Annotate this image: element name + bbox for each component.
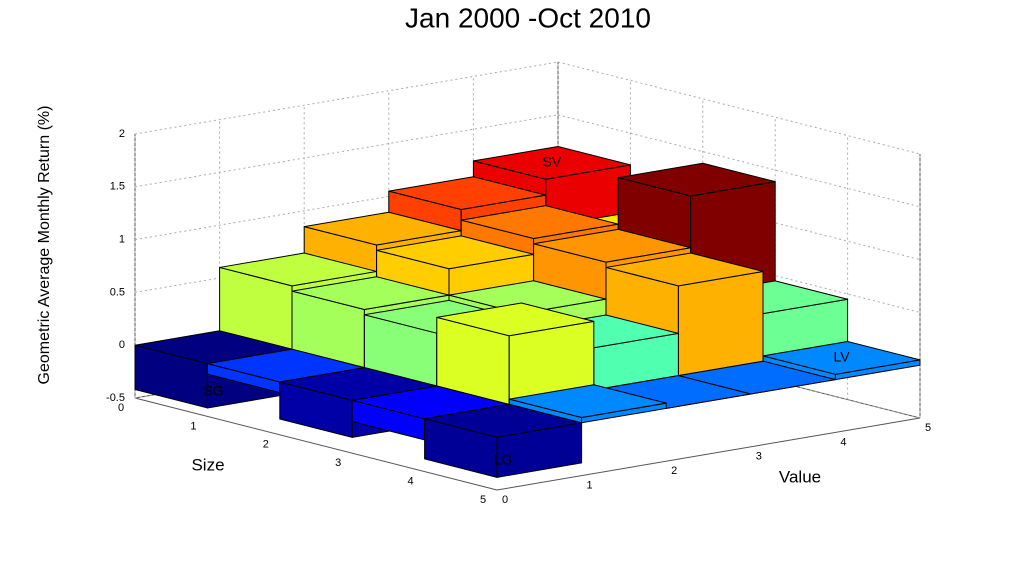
bar-top bbox=[424, 403, 583, 438]
y-tick-label: 4 bbox=[840, 436, 846, 448]
y-tick-label: 3 bbox=[756, 451, 762, 463]
grid-line bbox=[134, 167, 559, 241]
grid-line bbox=[134, 61, 559, 135]
y-tick-label: 5 bbox=[925, 422, 931, 434]
annotation: SG bbox=[203, 382, 223, 398]
bar-top bbox=[436, 302, 595, 337]
z-axis-label: Geometric Average Monthly Return (%) bbox=[36, 106, 53, 385]
bar-front bbox=[677, 270, 764, 377]
bar-top bbox=[617, 162, 776, 197]
z-tick-label: 1 bbox=[119, 234, 125, 246]
y-axis-label: Value bbox=[779, 467, 821, 486]
x-tick-label: 4 bbox=[408, 476, 414, 488]
x-tick-label: 5 bbox=[480, 494, 486, 506]
y-tick-label: 2 bbox=[671, 465, 677, 477]
bar-top bbox=[533, 228, 692, 263]
x-tick-label: 2 bbox=[263, 439, 269, 451]
y-tick-label: 1 bbox=[587, 480, 593, 492]
grid-line bbox=[134, 114, 559, 188]
grid-line bbox=[134, 219, 559, 293]
grid-line bbox=[557, 114, 921, 208]
x-tick-label: 3 bbox=[335, 457, 341, 469]
annotation: LV bbox=[833, 349, 850, 365]
x-tick-label: 1 bbox=[190, 420, 196, 432]
y-tick-label: 0 bbox=[502, 494, 508, 506]
bar-top bbox=[472, 145, 631, 180]
chart-title: Jan 2000 -Oct 2010 bbox=[405, 2, 651, 33]
z-tick-label: 0 bbox=[119, 339, 125, 351]
z-tick-label: -0.5 bbox=[106, 392, 125, 404]
annotation: LG bbox=[494, 452, 513, 468]
grid-line bbox=[557, 61, 921, 155]
bar-top bbox=[605, 252, 764, 287]
z-tick-label: 0.5 bbox=[110, 286, 125, 298]
axis-frame bbox=[134, 397, 498, 491]
x-axis-label: Size bbox=[191, 455, 224, 474]
x-tick-label: 0 bbox=[118, 402, 124, 414]
annotation: SV bbox=[543, 154, 562, 170]
z-tick-label: 1.5 bbox=[110, 181, 125, 193]
bar-top bbox=[508, 384, 667, 419]
bar-top bbox=[762, 341, 921, 375]
axis-frame bbox=[496, 417, 921, 491]
bar-top bbox=[388, 176, 547, 211]
z-tick-label: 2 bbox=[119, 128, 125, 140]
